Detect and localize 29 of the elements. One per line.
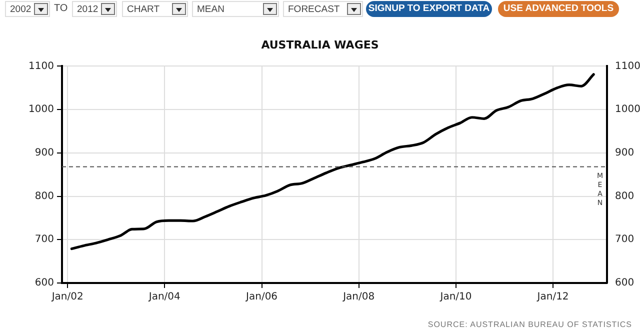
button: SIGNUP TO EXPORT DATA bbox=[366, 1, 492, 17]
y-tick-label: 900 bbox=[34, 148, 54, 159]
y-tick-label: 700 bbox=[34, 234, 54, 246]
x-tick-label: Jan/02 bbox=[50, 292, 84, 303]
y-tick-label: 1100 bbox=[28, 60, 54, 72]
y2-tick-label: 600 bbox=[615, 278, 634, 289]
line-series bbox=[70, 73, 595, 250]
text: TO bbox=[54, 3, 68, 14]
y-tick-label: 600 bbox=[34, 278, 54, 289]
y2-tick-label: 700 bbox=[615, 234, 634, 246]
source-note: SOURCE: AUSTRALIAN BUREAU OF STATISTICS bbox=[428, 320, 632, 329]
x-tick-label: Jan/10 bbox=[439, 292, 472, 303]
y-tick-label: 800 bbox=[34, 190, 54, 202]
dropdown: 2012 bbox=[72, 1, 117, 17]
dropdown: MEAN bbox=[192, 1, 279, 17]
x-tick-label: Jan/08 bbox=[342, 292, 375, 303]
x-tick-label: Jan/12 bbox=[536, 292, 569, 303]
y-tick-label: 1000 bbox=[28, 104, 54, 116]
y2-tick-label: 1100 bbox=[615, 60, 640, 72]
y2-tick-label: 800 bbox=[615, 190, 634, 202]
dropdown: CHART bbox=[122, 1, 188, 17]
dropdown: FORECAST bbox=[283, 1, 363, 17]
y2-tick-label: 900 bbox=[615, 148, 634, 159]
dropdown: 2002 bbox=[5, 1, 50, 17]
y2-tick-label: 1000 bbox=[615, 104, 640, 116]
chart-title: AUSTRALIA WAGES bbox=[261, 38, 379, 52]
x-tick-label: Jan/06 bbox=[245, 292, 278, 303]
x-tick-label: Jan/04 bbox=[148, 292, 180, 303]
button: USE ADVANCED TOOLS bbox=[498, 1, 619, 17]
